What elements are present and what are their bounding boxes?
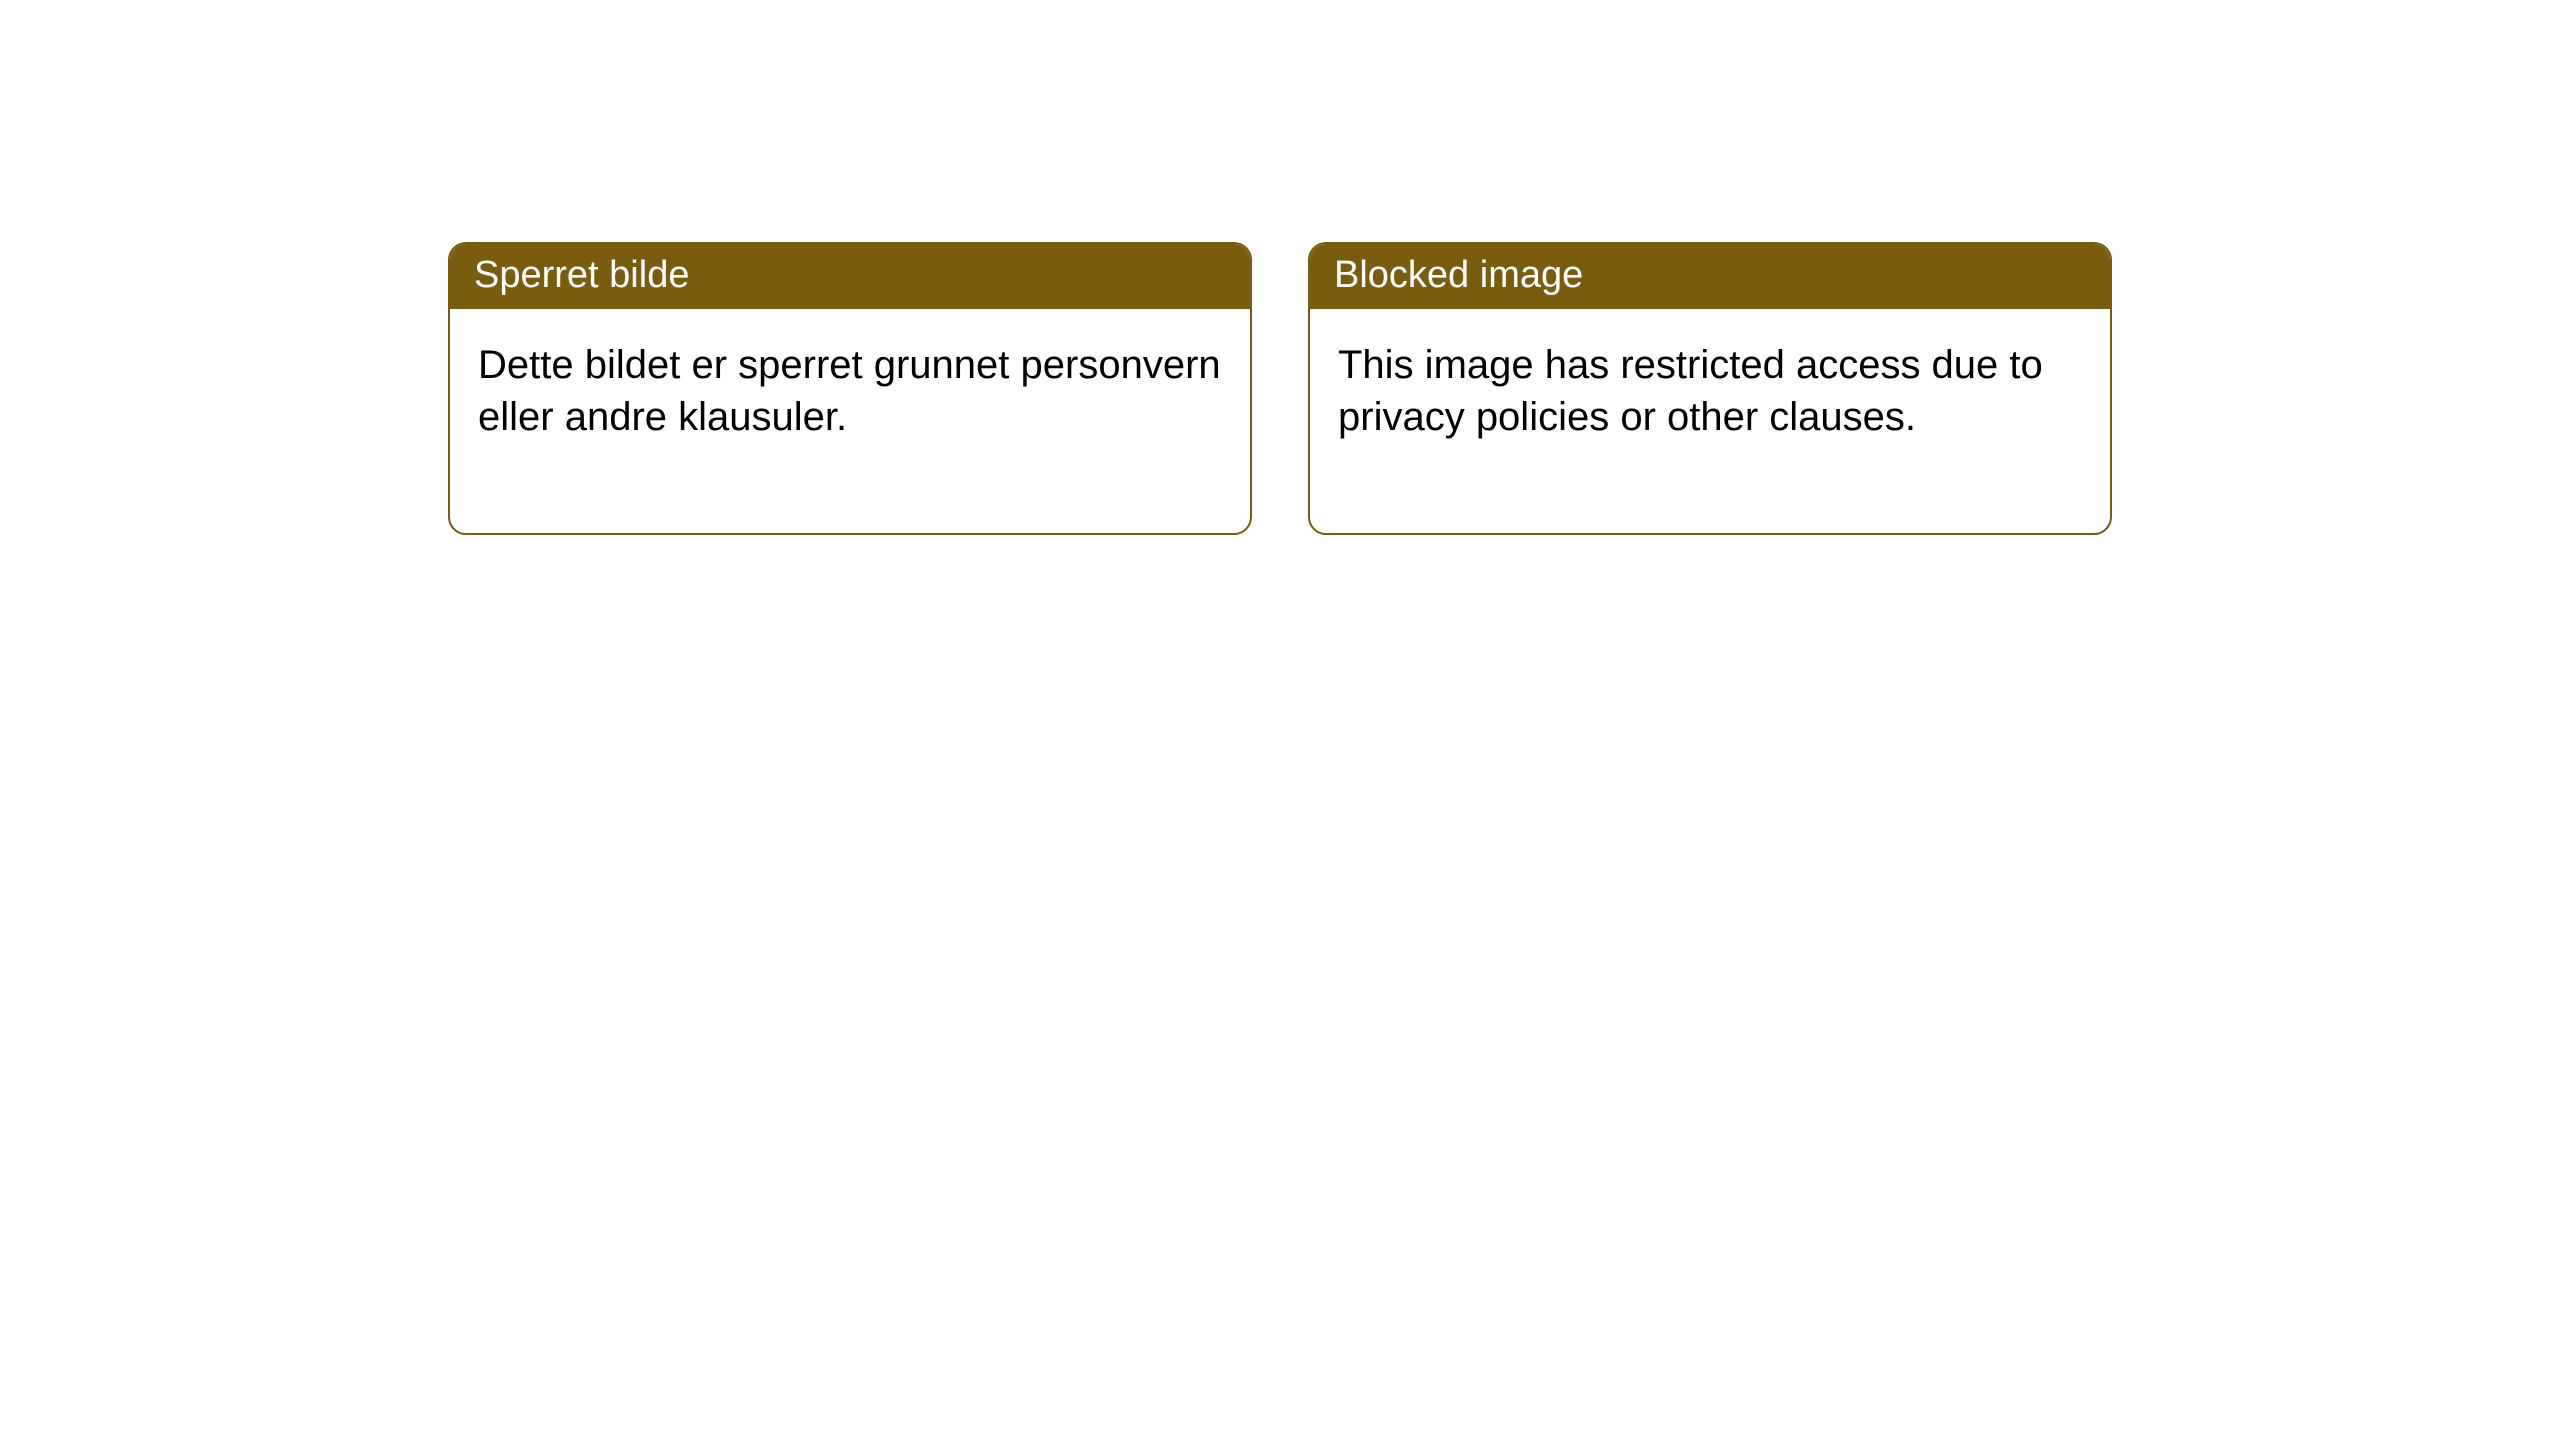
notice-card-norwegian: Sperret bilde Dette bildet er sperret gr… — [448, 242, 1252, 535]
notice-message-norwegian: Dette bildet er sperret grunnet personve… — [450, 309, 1250, 533]
notice-container: Sperret bilde Dette bildet er sperret gr… — [0, 0, 2560, 535]
notice-message-english: This image has restricted access due to … — [1310, 309, 2110, 533]
notice-title-norwegian: Sperret bilde — [450, 244, 1250, 309]
notice-title-english: Blocked image — [1310, 244, 2110, 309]
notice-card-english: Blocked image This image has restricted … — [1308, 242, 2112, 535]
